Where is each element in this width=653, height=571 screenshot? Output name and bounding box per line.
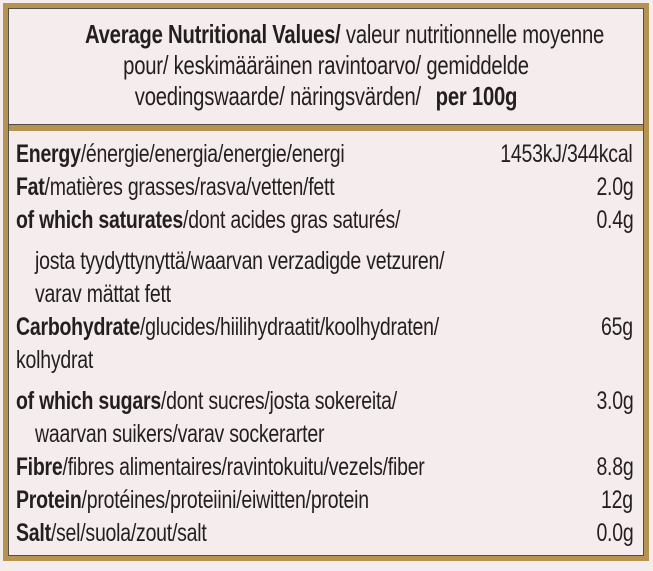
row-label: Fat/matières grasses/rasva/vetten/fett — [16, 171, 335, 204]
row-label-rest: /dont acides gras saturés/ — [183, 206, 401, 234]
row-label-bold: Salt — [16, 519, 51, 547]
row-label-rest: /protéines/proteiini/eiwitten/protein — [81, 486, 370, 514]
nutrition-rows: Energy/énergie/energia/energie/energi 14… — [9, 131, 643, 555]
row-label: Energy/énergie/energia/energie/energi — [16, 138, 345, 171]
row-label-bold: of which saturates — [16, 206, 184, 234]
row-value: 2.0g — [595, 173, 633, 201]
nutrition-row-sugars: of which sugars/dont sucres/josta sokere… — [16, 385, 633, 418]
row-label: kolhydrat — [16, 344, 93, 377]
row-label-bold: Fibre — [16, 453, 63, 481]
nutrition-row-fibre: Fibre/fibres alimentaires/ravintokuitu/v… — [16, 451, 633, 484]
row-value: 1453kJ/344kcal — [500, 140, 633, 168]
row-label: Salt/sel/suola/zout/salt — [16, 517, 207, 550]
nutrition-row-energy: Energy/énergie/energia/energie/energi 14… — [16, 138, 633, 171]
row-value: 3.0g — [595, 387, 633, 415]
row-label: of which sugars/dont sucres/josta sokere… — [16, 385, 397, 418]
row-label-rest: /fibres alimentaires/ravintokuitu/vezels… — [62, 453, 425, 481]
nutrition-row-saturates-continuation-2: varav mättat fett — [16, 278, 633, 311]
row-label-bold: Protein — [16, 486, 82, 514]
header-line-2: pour/ keskimääräinen ravintoarvo/ gemidd… — [85, 50, 567, 81]
row-label-rest: varav mättat fett — [35, 280, 171, 308]
row-label-bold: of which sugars — [16, 387, 161, 415]
row-label-rest: /énergie/energia/energie/energi — [80, 140, 345, 168]
row-label-rest: waarvan suikers/varav sockerarter — [35, 420, 325, 448]
label-title: Average Nutritional Values/ — [84, 19, 341, 49]
nutrition-row-fat: Fat/matières grasses/rasva/vetten/fett 2… — [16, 171, 633, 204]
row-label: of which saturates/dont acides gras satu… — [16, 204, 400, 237]
nutrition-label-inner: Average Nutritional Values/ valeur nutri… — [8, 8, 644, 556]
row-label-bold: Energy — [16, 140, 81, 168]
row-value: 8.8g — [595, 453, 633, 481]
per-100g-label: per 100g — [435, 81, 518, 111]
header-line-2-text: pour/ keskimääräinen ravintoarvo/ gemidd… — [123, 50, 529, 80]
nutrition-row-carbohydrate-continuation: kolhydrat — [16, 344, 633, 377]
label-header: Average Nutritional Values/ valeur nutri… — [9, 9, 643, 124]
row-label: Carbohydrate/glucides/hiilihydraatit/koo… — [16, 311, 439, 344]
row-label: varav mättat fett — [35, 278, 171, 311]
row-value: 0.4g — [595, 206, 633, 234]
row-label-rest: /matières grasses/rasva/vetten/fett — [44, 173, 335, 201]
nutrition-row-saturates-continuation-1: josta tyydyttynyttä/waarvan verzadigde v… — [16, 245, 633, 278]
row-label-rest: josta tyydyttynyttä/waarvan verzadigde v… — [35, 247, 445, 275]
row-label: waarvan suikers/varav sockerarter — [35, 418, 324, 451]
header-line-1: Average Nutritional Values/ valeur nutri… — [84, 19, 604, 50]
row-label: Fibre/fibres alimentaires/ravintokuitu/v… — [16, 451, 425, 484]
header-line-1-text: valeur nutritionnelle moyenne — [340, 19, 605, 49]
nutrition-row-saturates: of which saturates/dont acides gras satu… — [16, 204, 633, 237]
row-label-rest: /dont sucres/josta sokereita/ — [160, 387, 397, 415]
header-divider — [9, 124, 643, 131]
row-label-rest: /sel/suola/zout/salt — [50, 519, 207, 547]
row-label: Protein/protéines/proteiini/eiwitten/pro… — [16, 484, 369, 517]
row-label: josta tyydyttynyttä/waarvan verzadigde v… — [35, 245, 445, 278]
header-line-3-text: voedingswaarde/ näringsvärden/ — [134, 81, 421, 111]
row-value: 12g — [601, 486, 633, 514]
nutrition-row-carbohydrate: Carbohydrate/glucides/hiilihydraatit/koo… — [16, 311, 633, 344]
nutrition-row-sugars-continuation: waarvan suikers/varav sockerarter — [16, 418, 633, 451]
nutrition-row-salt: Salt/sel/suola/zout/salt 0.0g — [16, 517, 633, 550]
header-line-3: voedingswaarde/ näringsvärden/ per 100g — [85, 81, 567, 112]
row-label-rest: kolhydrat — [16, 346, 94, 374]
row-value: 65g — [601, 313, 633, 341]
row-label-bold: Fat — [16, 173, 45, 201]
nutrition-row-protein: Protein/protéines/proteiini/eiwitten/pro… — [16, 484, 633, 517]
row-value: 0.0g — [595, 519, 633, 547]
row-label-rest: /glucides/hiilihydraatit/koolhydraten/ — [139, 313, 439, 341]
nutrition-label-frame: Average Nutritional Values/ valeur nutri… — [3, 3, 649, 561]
row-label-bold: Carbohydrate — [16, 313, 140, 341]
